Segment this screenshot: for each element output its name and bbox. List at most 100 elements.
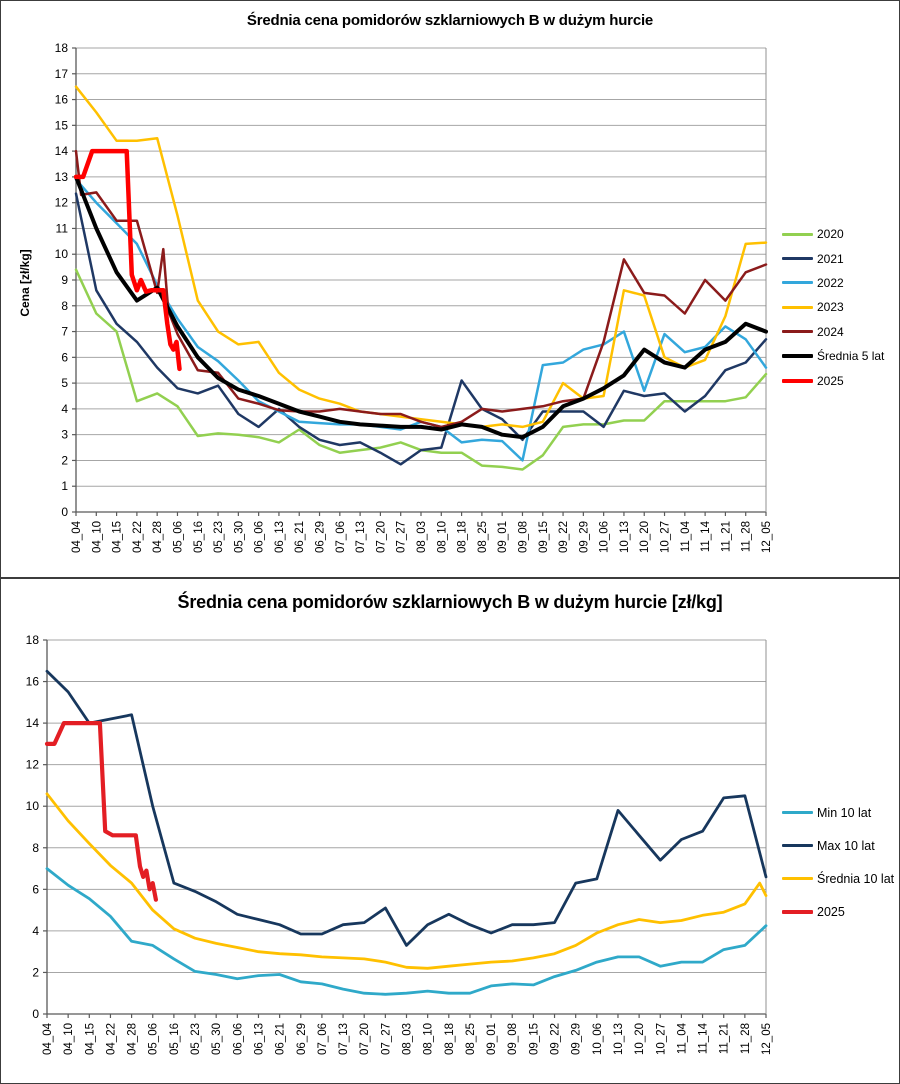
legend-line-swatch xyxy=(782,811,813,814)
chart-title-bottom: Średnia cena pomidorów szklarniowych B w… xyxy=(177,592,723,612)
price-chart-panel-bottom: Średnia cena pomidorów szklarniowych B w… xyxy=(0,578,900,1084)
svg-text:05_16: 05_16 xyxy=(169,1023,181,1055)
svg-text:11_14: 11_14 xyxy=(698,1022,710,1054)
svg-text:10_13: 10_13 xyxy=(613,1023,625,1055)
svg-text:09_15: 09_15 xyxy=(538,521,550,553)
svg-text:06_21: 06_21 xyxy=(275,1023,287,1055)
price-chart-panel-top: Średnia cena pomidorów szklarniowych B w… xyxy=(0,0,900,578)
svg-text:09_01: 09_01 xyxy=(497,521,509,553)
svg-text:11: 11 xyxy=(56,221,69,235)
legend-line-swatch xyxy=(782,354,813,359)
legend-line-swatch xyxy=(782,844,813,847)
svg-text:04_15: 04_15 xyxy=(84,1023,96,1055)
svg-text:06_29: 06_29 xyxy=(296,1023,308,1055)
legend-item: 2023 xyxy=(782,295,884,319)
svg-text:05_16: 05_16 xyxy=(193,521,205,553)
svg-text:10: 10 xyxy=(26,799,40,813)
svg-text:10_20: 10_20 xyxy=(639,521,651,553)
legend-item: Średnia 5 lat xyxy=(782,344,884,368)
svg-text:04_10: 04_10 xyxy=(91,521,103,553)
svg-text:05_23: 05_23 xyxy=(190,1023,202,1055)
svg-text:11_21: 11_21 xyxy=(720,521,732,552)
svg-text:16: 16 xyxy=(55,93,69,107)
svg-text:12: 12 xyxy=(26,758,40,772)
legend-label: 2022 xyxy=(817,275,844,290)
svg-text:0: 0 xyxy=(61,505,68,519)
svg-text:07_13: 07_13 xyxy=(355,521,367,553)
svg-text:08_03: 08_03 xyxy=(402,1023,414,1055)
svg-text:05_06: 05_06 xyxy=(172,521,184,553)
svg-text:04_04: 04_04 xyxy=(42,1022,54,1055)
svg-text:3: 3 xyxy=(61,428,68,442)
legend-line-swatch xyxy=(782,909,813,914)
svg-text:0: 0 xyxy=(32,1007,39,1021)
svg-text:5: 5 xyxy=(61,376,68,390)
svg-text:10_27: 10_27 xyxy=(660,521,672,553)
svg-text:11_04: 11_04 xyxy=(680,520,692,552)
legend-item: 2025 xyxy=(782,895,894,928)
svg-text:15: 15 xyxy=(55,118,69,132)
svg-text:10_06: 10_06 xyxy=(599,521,611,553)
svg-text:09_01: 09_01 xyxy=(486,1023,498,1055)
svg-text:09_08: 09_08 xyxy=(517,521,529,553)
svg-text:06_13: 06_13 xyxy=(274,521,286,553)
svg-text:06_06: 06_06 xyxy=(254,521,266,553)
legend-label: 2024 xyxy=(817,324,844,339)
svg-text:07_06: 07_06 xyxy=(335,521,347,553)
svg-text:11_14: 11_14 xyxy=(700,520,712,552)
svg-text:08_18: 08_18 xyxy=(444,1023,456,1055)
svg-text:1: 1 xyxy=(61,479,68,493)
svg-text:04_10: 04_10 xyxy=(63,1023,75,1055)
legend-item: Min 10 lat xyxy=(782,796,894,829)
svg-text:08_10: 08_10 xyxy=(436,521,448,553)
legend-label: 2025 xyxy=(817,904,845,919)
svg-text:17: 17 xyxy=(55,67,69,81)
svg-text:12_05: 12_05 xyxy=(761,1023,773,1055)
svg-text:08_03: 08_03 xyxy=(416,521,428,553)
svg-text:8: 8 xyxy=(32,841,39,855)
svg-text:7: 7 xyxy=(61,325,68,339)
chart-title-top: Średnia cena pomidorów szklarniowych B w… xyxy=(246,12,654,29)
svg-text:07_27: 07_27 xyxy=(380,1023,392,1055)
legend-item: 2022 xyxy=(782,271,884,295)
svg-text:10_06: 10_06 xyxy=(592,1023,604,1055)
svg-text:11_28: 11_28 xyxy=(741,521,753,552)
svg-text:09_29: 09_29 xyxy=(578,521,590,553)
svg-text:11_28: 11_28 xyxy=(740,1023,752,1054)
legend-label: Min 10 lat xyxy=(817,805,872,820)
svg-text:10_13: 10_13 xyxy=(619,521,631,553)
svg-text:2: 2 xyxy=(61,453,68,467)
svg-text:18: 18 xyxy=(55,41,69,55)
svg-text:12_05: 12_05 xyxy=(761,521,773,553)
svg-text:07_20: 07_20 xyxy=(359,1023,371,1055)
svg-text:13: 13 xyxy=(55,170,69,184)
svg-text:04_15: 04_15 xyxy=(112,521,124,553)
svg-text:08_10: 08_10 xyxy=(423,1023,435,1055)
svg-text:10_20: 10_20 xyxy=(634,1023,646,1055)
svg-text:12: 12 xyxy=(55,196,69,210)
legend-item: Max 10 lat xyxy=(782,829,894,862)
legend-bottom: Min 10 lat Max 10 lat Średnia 10 lat 2025 xyxy=(782,796,894,928)
svg-text:09_29: 09_29 xyxy=(571,1023,583,1055)
legend-label: 2025 xyxy=(817,373,844,388)
legend-item: Średnia 10 lat xyxy=(782,862,894,895)
legend-label: Max 10 lat xyxy=(817,838,875,853)
legend-item: 2025 xyxy=(782,368,884,392)
svg-text:07_27: 07_27 xyxy=(396,521,408,553)
svg-text:05_30: 05_30 xyxy=(233,521,245,553)
svg-text:6: 6 xyxy=(61,350,68,364)
legend-line-swatch xyxy=(782,257,813,261)
svg-text:06_29: 06_29 xyxy=(315,521,327,553)
svg-text:11_04: 11_04 xyxy=(676,1022,688,1054)
legend-line-swatch xyxy=(782,305,813,309)
svg-text:18: 18 xyxy=(26,633,40,647)
svg-text:06_13: 06_13 xyxy=(253,1023,265,1055)
svg-text:08_18: 08_18 xyxy=(457,521,469,553)
legend-line-swatch xyxy=(782,330,813,334)
svg-text:06_06: 06_06 xyxy=(232,1023,244,1055)
legend-label: 2020 xyxy=(817,227,844,242)
svg-text:04_28: 04_28 xyxy=(127,1023,139,1055)
svg-text:6: 6 xyxy=(32,882,39,896)
svg-text:06_21: 06_21 xyxy=(294,521,306,553)
